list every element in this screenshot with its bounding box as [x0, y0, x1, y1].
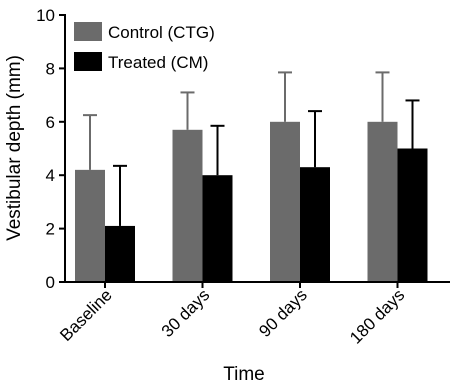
bar-treated-1: [202, 175, 233, 282]
legend-swatch-treated: [74, 52, 102, 71]
bar-control-1: [172, 129, 203, 282]
y-tick-label-4: 4: [46, 166, 55, 185]
legend-label-treated: Treated (CM): [108, 53, 208, 72]
bar-treated-3: [397, 148, 428, 282]
y-tick-label-10: 10: [36, 6, 55, 25]
legend-label-control: Control (CTG): [108, 23, 215, 42]
y-tick-label-6: 6: [46, 113, 55, 132]
y-tick-label-0: 0: [46, 273, 55, 292]
bar-control-0: [75, 169, 105, 282]
legend-swatch-control: [74, 22, 102, 41]
y-tick-label-2: 2: [46, 220, 55, 239]
x-tick-label-3: 180 days: [346, 285, 408, 347]
x-tick-label-2: 90 days: [255, 285, 311, 341]
bar-control-3: [367, 121, 398, 282]
x-tick-label-0: Baseline: [56, 285, 116, 345]
bars-layer: [75, 71, 428, 282]
bar-treated-0: [105, 225, 135, 282]
bar-treated-2: [300, 167, 330, 282]
bar-control-2: [270, 121, 300, 282]
y-axis-label: Vestibular depth (mm): [4, 55, 25, 241]
legend: Control (CTG) Treated (CM): [74, 22, 215, 72]
x-axis-label: Time: [223, 364, 265, 385]
x-tick-label-1: 30 days: [158, 285, 214, 341]
y-tick-label-8: 8: [46, 59, 55, 78]
